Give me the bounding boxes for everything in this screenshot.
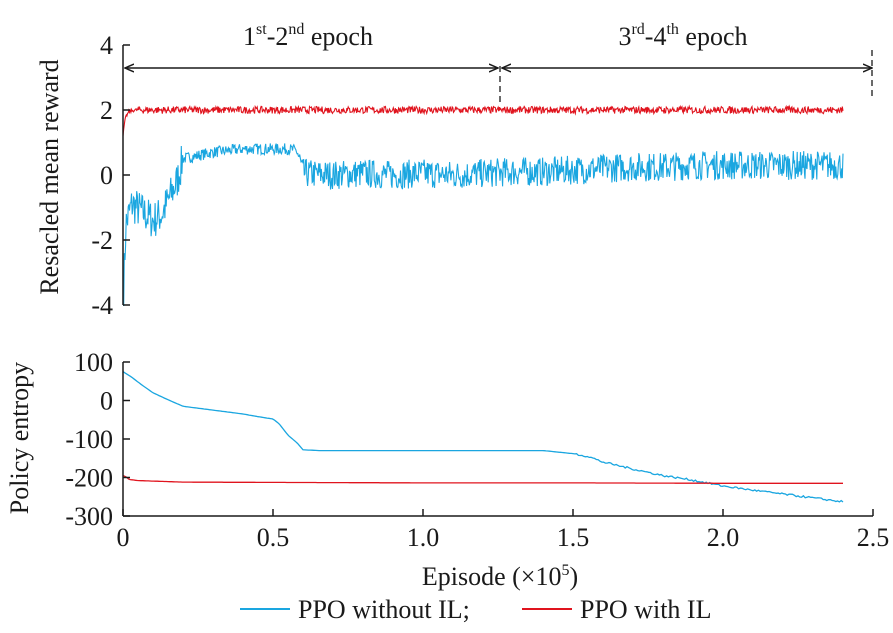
legend-label-with-il: PPO with IL — [580, 595, 711, 624]
legend-label-without-il: PPO without IL; — [298, 595, 470, 624]
x-tick-label: 2.5 — [857, 523, 890, 552]
x-tick-label: 0 — [117, 523, 130, 552]
x-tick-label: 0.5 — [257, 523, 290, 552]
reward-y-tick-label: 0 — [100, 161, 113, 190]
entropy-panel: 100 0 -100 -200 -300 0 0.5 1.0 1.5 2.0 2.5 Policy… — [5, 348, 889, 591]
reward-y-tick-label: -2 — [91, 226, 113, 255]
reward-y-tick-label: 2 — [100, 96, 113, 125]
reward-y-tick-label: 4 — [100, 31, 113, 60]
entropy-series-line — [123, 371, 844, 503]
entropy-series-line — [123, 474, 843, 484]
x-axis-label: Episode (×105) — [422, 562, 578, 591]
x-tick-label: 2.0 — [707, 523, 740, 552]
entropy-y-tick-label: 0 — [100, 387, 113, 416]
reward-y-label: Resacled mean reward — [35, 59, 64, 294]
x-tick-label: 1.0 — [407, 523, 440, 552]
entropy-y-tick-label: -300 — [65, 502, 113, 531]
entropy-y-tick-label: -100 — [65, 425, 113, 454]
entropy-y-tick-label: 100 — [74, 348, 113, 377]
epoch-12-label: 1st-2nd epoch — [243, 21, 373, 51]
legend: PPO without IL; PPO with IL — [240, 595, 711, 624]
x-tick-label: 1.5 — [557, 523, 590, 552]
entropy-y-label: Policy entropy — [5, 362, 34, 514]
reward-series-line — [123, 143, 844, 306]
reward-y-tick-label: -4 — [91, 291, 113, 320]
reward-panel: 4 2 0 -2 -4 1st-2nd epoch 3rd-4th epoch Resa… — [35, 21, 872, 320]
reward-series-line — [123, 104, 844, 137]
entropy-y-tick-label: -200 — [65, 464, 113, 493]
epoch-34-label: 3rd-4th epoch — [618, 21, 747, 51]
